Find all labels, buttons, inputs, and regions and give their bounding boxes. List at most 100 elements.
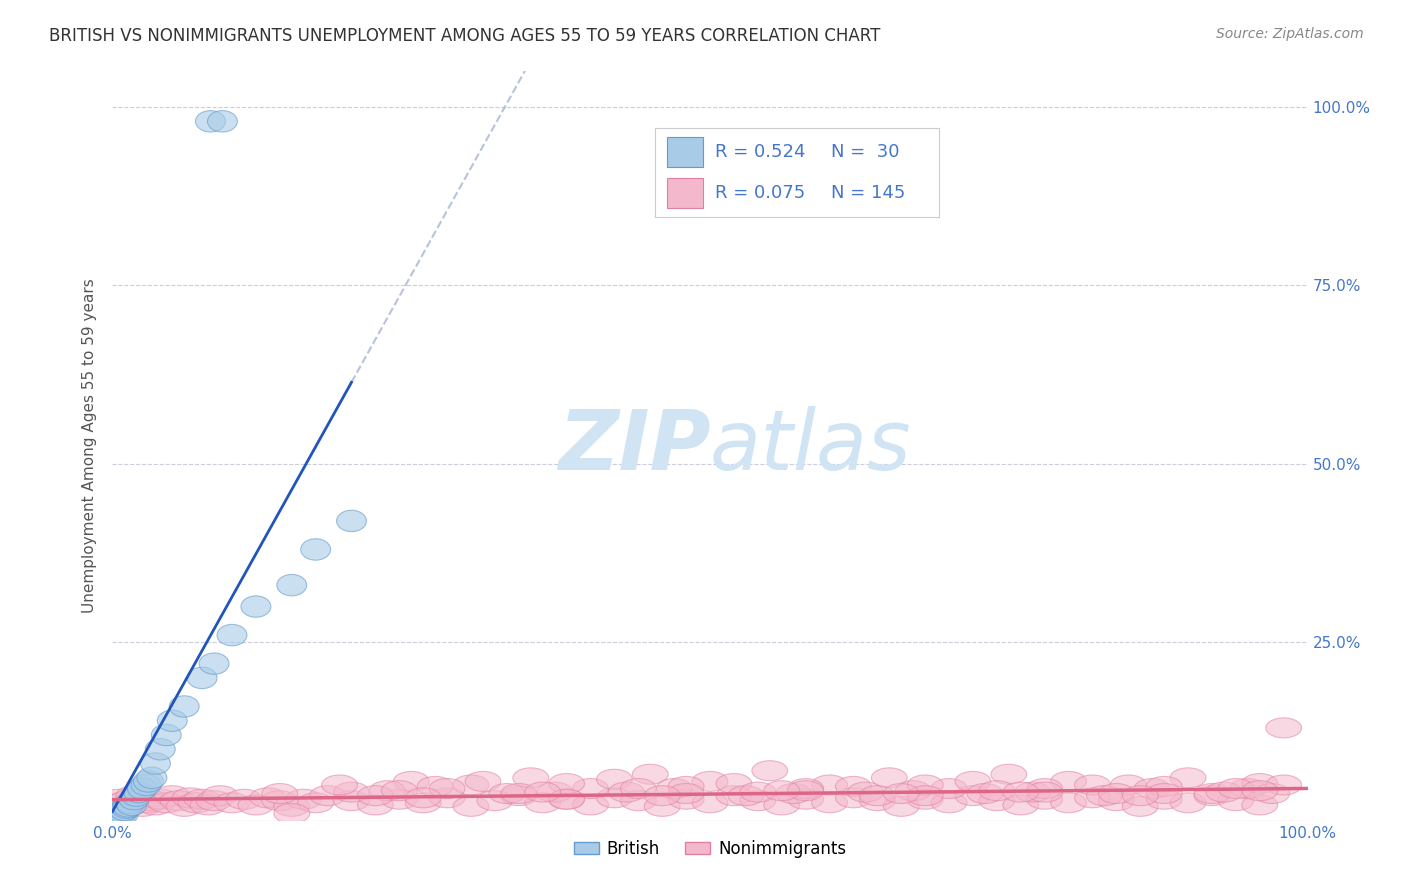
Ellipse shape xyxy=(1087,786,1122,805)
Ellipse shape xyxy=(692,772,728,791)
Ellipse shape xyxy=(148,793,184,813)
Ellipse shape xyxy=(104,803,134,824)
Ellipse shape xyxy=(787,779,824,798)
Ellipse shape xyxy=(1122,797,1159,816)
Ellipse shape xyxy=(124,781,153,803)
Ellipse shape xyxy=(160,790,197,811)
Ellipse shape xyxy=(1074,788,1111,808)
Ellipse shape xyxy=(104,793,141,813)
Ellipse shape xyxy=(357,786,394,805)
Ellipse shape xyxy=(596,788,633,808)
Ellipse shape xyxy=(336,510,367,532)
Ellipse shape xyxy=(883,783,920,804)
Ellipse shape xyxy=(112,795,149,815)
Ellipse shape xyxy=(513,768,548,788)
Ellipse shape xyxy=(121,785,152,806)
Ellipse shape xyxy=(1050,772,1087,791)
Ellipse shape xyxy=(250,788,285,808)
Ellipse shape xyxy=(1265,775,1302,795)
Ellipse shape xyxy=(187,667,217,689)
Ellipse shape xyxy=(859,786,896,805)
Ellipse shape xyxy=(465,772,501,791)
Ellipse shape xyxy=(105,805,136,826)
Ellipse shape xyxy=(108,804,138,825)
Ellipse shape xyxy=(173,788,208,808)
Ellipse shape xyxy=(136,767,167,789)
Ellipse shape xyxy=(1122,786,1159,805)
Ellipse shape xyxy=(117,794,146,815)
Ellipse shape xyxy=(429,788,465,808)
Ellipse shape xyxy=(835,776,872,797)
Ellipse shape xyxy=(859,790,896,811)
Ellipse shape xyxy=(1170,768,1206,788)
Ellipse shape xyxy=(633,764,668,784)
Ellipse shape xyxy=(141,753,170,774)
Ellipse shape xyxy=(668,789,704,809)
Ellipse shape xyxy=(285,789,322,809)
Ellipse shape xyxy=(298,793,333,813)
Ellipse shape xyxy=(134,771,163,792)
Ellipse shape xyxy=(931,779,967,798)
Ellipse shape xyxy=(740,790,776,811)
Ellipse shape xyxy=(1146,776,1182,797)
Ellipse shape xyxy=(202,786,238,805)
Ellipse shape xyxy=(1098,790,1135,811)
Ellipse shape xyxy=(1241,795,1278,815)
Ellipse shape xyxy=(333,782,370,802)
Ellipse shape xyxy=(131,793,166,813)
Ellipse shape xyxy=(787,780,824,801)
Ellipse shape xyxy=(120,789,149,810)
Ellipse shape xyxy=(197,790,232,811)
Ellipse shape xyxy=(644,786,681,805)
Ellipse shape xyxy=(811,793,848,813)
Ellipse shape xyxy=(1074,775,1111,795)
Ellipse shape xyxy=(1026,779,1063,798)
Y-axis label: Unemployment Among Ages 55 to 59 years: Unemployment Among Ages 55 to 59 years xyxy=(82,278,97,614)
Ellipse shape xyxy=(262,790,298,811)
Ellipse shape xyxy=(101,789,136,809)
Ellipse shape xyxy=(668,783,704,804)
Ellipse shape xyxy=(716,773,752,794)
Ellipse shape xyxy=(883,797,920,816)
Ellipse shape xyxy=(967,783,1002,804)
Ellipse shape xyxy=(184,789,221,809)
Ellipse shape xyxy=(262,783,298,804)
Ellipse shape xyxy=(112,797,142,819)
Ellipse shape xyxy=(157,710,187,731)
Ellipse shape xyxy=(548,773,585,794)
Ellipse shape xyxy=(166,797,202,816)
Text: R = 0.524: R = 0.524 xyxy=(714,143,806,161)
Ellipse shape xyxy=(572,779,609,798)
Ellipse shape xyxy=(1206,782,1241,802)
Ellipse shape xyxy=(240,596,271,617)
Ellipse shape xyxy=(596,769,633,789)
Ellipse shape xyxy=(169,696,200,717)
Ellipse shape xyxy=(1111,775,1146,795)
Ellipse shape xyxy=(357,795,394,815)
Ellipse shape xyxy=(477,790,513,811)
Ellipse shape xyxy=(1218,779,1254,798)
Ellipse shape xyxy=(1254,783,1289,804)
Ellipse shape xyxy=(381,789,418,809)
Ellipse shape xyxy=(728,786,763,805)
Ellipse shape xyxy=(453,797,489,816)
Ellipse shape xyxy=(1050,793,1087,813)
Ellipse shape xyxy=(548,789,585,809)
Text: BRITISH VS NONIMMIGRANTS UNEMPLOYMENT AMONG AGES 55 TO 59 YEARS CORRELATION CHAR: BRITISH VS NONIMMIGRANTS UNEMPLOYMENT AM… xyxy=(49,27,880,45)
Ellipse shape xyxy=(152,724,181,746)
Ellipse shape xyxy=(1194,783,1230,804)
Ellipse shape xyxy=(274,804,309,823)
Ellipse shape xyxy=(572,795,609,815)
Ellipse shape xyxy=(208,111,238,132)
Ellipse shape xyxy=(657,779,692,798)
Ellipse shape xyxy=(1026,789,1063,809)
Ellipse shape xyxy=(716,786,752,805)
Ellipse shape xyxy=(125,797,160,816)
Ellipse shape xyxy=(453,775,489,795)
Ellipse shape xyxy=(848,782,883,802)
Ellipse shape xyxy=(1098,783,1135,804)
Ellipse shape xyxy=(405,793,441,813)
Ellipse shape xyxy=(179,793,214,813)
Ellipse shape xyxy=(955,786,991,805)
Ellipse shape xyxy=(110,799,139,821)
